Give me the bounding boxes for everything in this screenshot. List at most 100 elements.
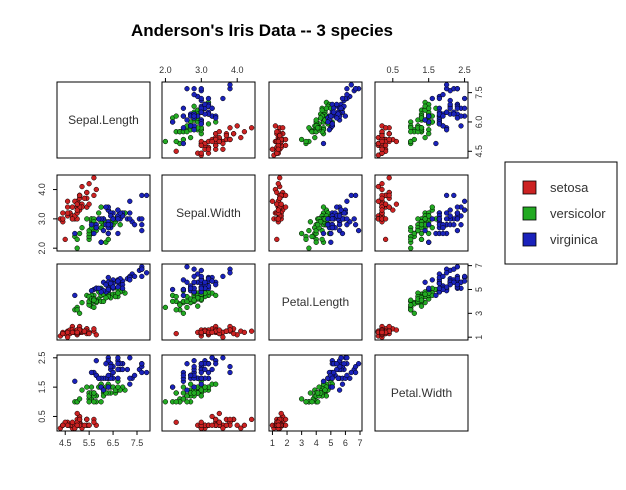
data-point-virginica: [205, 95, 212, 102]
data-point-virginica: [220, 273, 226, 280]
data-point-virginica: [187, 123, 194, 129]
data-point-virginica: [115, 230, 121, 237]
data-point-setosa: [386, 136, 392, 143]
data-point-virginica: [198, 369, 204, 376]
data-point-virginica: [227, 270, 233, 276]
data-point-virginica: [320, 378, 327, 384]
data-point-versicolor: [91, 399, 97, 405]
data-point-versicolor: [408, 129, 414, 135]
legend-box: [504, 161, 618, 265]
data-point-virginica: [105, 372, 111, 379]
chart-title: Anderson's Iris Data -- 3 species: [131, 21, 393, 40]
data-point-versicolor: [418, 125, 425, 131]
data-point-versicolor: [76, 310, 83, 316]
data-point-setosa: [278, 410, 284, 417]
data-point-virginica: [440, 91, 446, 98]
data-point-setosa: [230, 131, 237, 137]
data-point-virginica: [191, 113, 197, 119]
panel-frame: [56, 174, 151, 252]
data-point-virginica: [72, 230, 78, 237]
data-point-setosa: [278, 201, 284, 207]
data-point-versicolor: [91, 297, 97, 303]
data-point-virginica: [115, 216, 121, 222]
bottom-tick-label: 7.5: [131, 438, 144, 448]
data-point-virginica: [344, 216, 350, 222]
data-point-virginica: [336, 222, 343, 228]
data-point-virginica: [127, 210, 133, 216]
data-point-virginica: [328, 113, 334, 119]
legend-swatch-versicolor: [522, 206, 537, 221]
data-point-versicolor: [115, 290, 121, 296]
bottom-tick-label: 6.5: [107, 438, 120, 448]
data-point-setosa: [62, 236, 68, 243]
data-point-virginica: [209, 278, 215, 284]
data-point-versicolor: [88, 384, 95, 390]
data-point-setosa: [216, 138, 222, 145]
data-point-virginica: [93, 358, 99, 364]
panel-Petal.Length-vs-Petal.Length: Petal.Length: [268, 263, 363, 341]
data-point-virginica: [110, 216, 116, 222]
data-point-virginica: [139, 192, 145, 199]
data-point-virginica: [325, 216, 331, 222]
data-point-virginica: [325, 119, 331, 125]
data-point-virginica: [454, 204, 461, 210]
data-point-virginica: [127, 355, 133, 361]
panel-frame: [268, 174, 363, 252]
data-point-virginica: [344, 198, 350, 204]
data-point-versicolor: [315, 222, 321, 228]
data-point-virginica: [103, 204, 109, 210]
data-point-virginica: [91, 230, 97, 237]
data-point-versicolor: [418, 230, 425, 237]
data-point-virginica: [195, 271, 201, 277]
data-point-virginica: [342, 113, 349, 119]
data-point-versicolor: [408, 236, 414, 243]
data-point-setosa: [379, 207, 385, 213]
data-point-virginica: [127, 277, 133, 283]
data-point-virginica: [325, 222, 331, 228]
data-point-versicolor: [322, 387, 328, 393]
data-point-virginica: [447, 207, 453, 213]
data-point-virginica: [352, 86, 359, 92]
data-point-virginica: [447, 282, 453, 288]
data-point-versicolor: [191, 103, 197, 109]
data-point-versicolor: [315, 390, 321, 396]
right-tick-label: 7.5: [474, 86, 484, 99]
data-point-virginica: [338, 105, 344, 111]
data-point-setosa: [64, 210, 71, 216]
diagonal-label: Petal.Width: [391, 386, 452, 400]
data-point-virginica: [127, 216, 133, 222]
data-point-virginica: [180, 292, 187, 299]
data-point-setosa: [282, 416, 289, 423]
data-point-virginica: [436, 285, 443, 291]
data-point-versicolor: [315, 125, 321, 131]
data-point-virginica: [461, 207, 468, 213]
data-point-setosa: [390, 207, 396, 213]
left-tick-label: 4.0: [37, 183, 47, 196]
data-point-versicolor: [319, 236, 325, 243]
data-point-virginica: [88, 222, 95, 228]
data-point-virginica: [348, 82, 354, 88]
data-point-virginica: [139, 266, 145, 272]
panel-frame: [161, 174, 256, 252]
data-point-virginica: [191, 266, 197, 272]
data-point-virginica: [436, 280, 443, 287]
data-point-versicolor: [162, 399, 169, 405]
data-point-virginica: [131, 273, 138, 280]
data-point-virginica: [143, 270, 150, 276]
data-point-versicolor: [91, 304, 97, 311]
data-point-setosa: [275, 216, 281, 222]
data-point-versicolor: [312, 134, 318, 141]
data-point-versicolor: [180, 384, 187, 390]
data-point-virginica: [447, 101, 453, 108]
data-point-setosa: [269, 198, 276, 204]
data-point-setosa: [60, 330, 66, 337]
data-point-setosa: [275, 207, 281, 213]
data-point-setosa: [74, 329, 80, 336]
data-point-versicolor: [180, 390, 187, 396]
data-point-virginica: [454, 86, 461, 92]
data-point-setosa: [277, 175, 283, 181]
data-point-virginica: [440, 273, 446, 280]
panel-Sepal.Width-vs-Sepal.Length: [56, 174, 151, 252]
data-point-setosa: [272, 123, 279, 129]
data-point-virginica: [447, 213, 453, 219]
